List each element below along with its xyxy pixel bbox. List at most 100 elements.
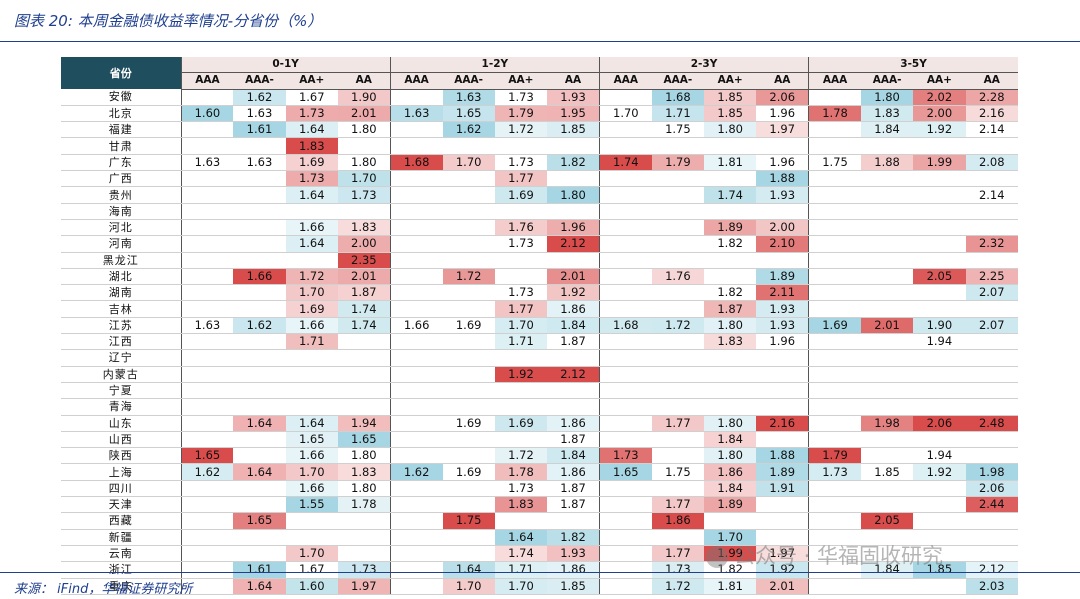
yield-cell: 1.83 xyxy=(337,463,391,481)
yield-cell: 1.78 xyxy=(494,463,548,481)
yield-cell: 1.76 xyxy=(494,219,548,237)
yield-cell: 1.86 xyxy=(704,463,757,481)
rating-header: AA+ xyxy=(285,72,338,90)
table-row: 青海 xyxy=(61,398,1018,416)
yield-cell: 1.80 xyxy=(704,317,757,335)
yield-cell: 1.89 xyxy=(704,219,757,237)
yield-cell xyxy=(913,431,966,449)
yield-cell xyxy=(180,366,234,383)
table-row: 四川 1.66 1.80 1.73 1.87 1.84 1.91 2.06 xyxy=(61,480,1018,498)
yield-cell: 1.67 xyxy=(285,561,338,579)
yield-cell: 1.93 xyxy=(756,300,809,318)
period-header: 0-1Y xyxy=(180,57,391,74)
yield-cell xyxy=(860,496,914,514)
yield-cell xyxy=(598,186,652,204)
yield-cell: 1.79 xyxy=(808,447,861,465)
yield-cell xyxy=(494,268,548,286)
yield-cell xyxy=(808,496,861,514)
yield-cell: 1.74 xyxy=(337,300,391,318)
yield-cell xyxy=(389,284,443,302)
yield-cell xyxy=(389,382,443,400)
yield-cell: 1.78 xyxy=(808,105,861,123)
yield-cell xyxy=(598,578,652,595)
yield-cell xyxy=(337,545,391,563)
yield-cell xyxy=(756,382,809,400)
yield-cell: 1.61 xyxy=(233,121,286,139)
yield-cell xyxy=(547,349,600,367)
yield-cell: 2.02 xyxy=(913,89,966,106)
yield-cell: 2.44 xyxy=(965,496,1018,514)
top-rule xyxy=(0,41,1080,42)
yield-cell: 1.90 xyxy=(913,317,966,335)
yield-cell: 1.87 xyxy=(547,480,600,498)
table-row: 甘肃 1.83 xyxy=(61,137,1018,155)
yield-cell xyxy=(651,137,705,155)
yield-cell xyxy=(598,333,652,351)
yield-cell: 1.98 xyxy=(965,463,1018,481)
yield-cell xyxy=(547,203,600,220)
yield-cell: 1.96 xyxy=(756,333,809,351)
yield-cell xyxy=(233,284,286,302)
yield-cell xyxy=(651,252,705,269)
yield-cell xyxy=(442,398,495,416)
yield-cell: 1.95 xyxy=(547,105,600,123)
yield-cell: 1.80 xyxy=(337,480,391,498)
province-name: 河北 xyxy=(61,219,182,237)
yield-cell xyxy=(913,219,966,237)
yield-cell: 1.93 xyxy=(756,317,809,335)
table-row: 北京 1.60 1.63 1.73 2.01 1.63 1.65 1.79 1.95 1.70 1.… xyxy=(61,105,1018,123)
period-header: 2-3Y xyxy=(598,57,809,74)
yield-cell xyxy=(808,333,861,351)
table-row: 辽宁 xyxy=(61,349,1018,367)
yield-cell: 1.55 xyxy=(285,496,338,514)
yield-cell xyxy=(860,431,914,449)
province-name: 青海 xyxy=(61,398,182,416)
yield-cell xyxy=(180,545,234,563)
province-name: 内蒙古 xyxy=(61,366,182,383)
yield-cell xyxy=(442,235,495,253)
yield-cell: 1.73 xyxy=(285,170,338,188)
yield-cell xyxy=(180,203,234,220)
yield-cell xyxy=(442,366,495,383)
yield-cell: 1.69 xyxy=(285,154,338,172)
yield-table: 省份 0-1Y 1-2Y 2-3Y 3-5Y AAA AAA- AA+ AA A… xyxy=(61,57,1018,595)
yield-cell xyxy=(651,382,705,400)
yield-cell xyxy=(285,512,338,530)
table-row: 海南 xyxy=(61,203,1018,220)
yield-cell xyxy=(913,252,966,269)
yield-cell xyxy=(442,170,495,188)
yield-cell xyxy=(389,121,443,139)
yield-cell: 1.85 xyxy=(547,578,600,595)
yield-cell xyxy=(808,137,861,155)
yield-cell: 2.25 xyxy=(965,268,1018,286)
yield-cell xyxy=(598,203,652,220)
yield-cell xyxy=(442,349,495,367)
yield-cell: 1.80 xyxy=(704,447,757,465)
yield-cell xyxy=(442,545,495,563)
yield-cell: 1.70 xyxy=(442,578,495,595)
yield-cell xyxy=(389,349,443,367)
yield-cell: 1.74 xyxy=(704,186,757,204)
yield-cell xyxy=(389,333,443,351)
yield-cell xyxy=(389,529,443,546)
yield-cell xyxy=(233,170,286,188)
yield-cell xyxy=(598,496,652,514)
yield-cell: 1.73 xyxy=(494,89,548,106)
yield-cell xyxy=(598,415,652,432)
yield-cell: 1.72 xyxy=(494,447,548,465)
yield-cell xyxy=(965,398,1018,416)
yield-cell xyxy=(233,496,286,514)
yield-cell: 1.94 xyxy=(337,415,391,432)
yield-cell: 1.82 xyxy=(547,529,600,546)
yield-cell xyxy=(337,382,391,400)
province-name: 广西 xyxy=(61,170,182,188)
yield-cell: 1.65 xyxy=(180,447,234,465)
yield-cell: 1.65 xyxy=(598,463,652,481)
yield-cell xyxy=(547,382,600,400)
yield-cell: 1.70 xyxy=(285,284,338,302)
province-name: 天津 xyxy=(61,496,182,514)
yield-cell xyxy=(337,137,391,155)
yield-cell xyxy=(389,186,443,204)
yield-cell: 1.80 xyxy=(337,154,391,172)
yield-cell: 1.84 xyxy=(860,121,914,139)
